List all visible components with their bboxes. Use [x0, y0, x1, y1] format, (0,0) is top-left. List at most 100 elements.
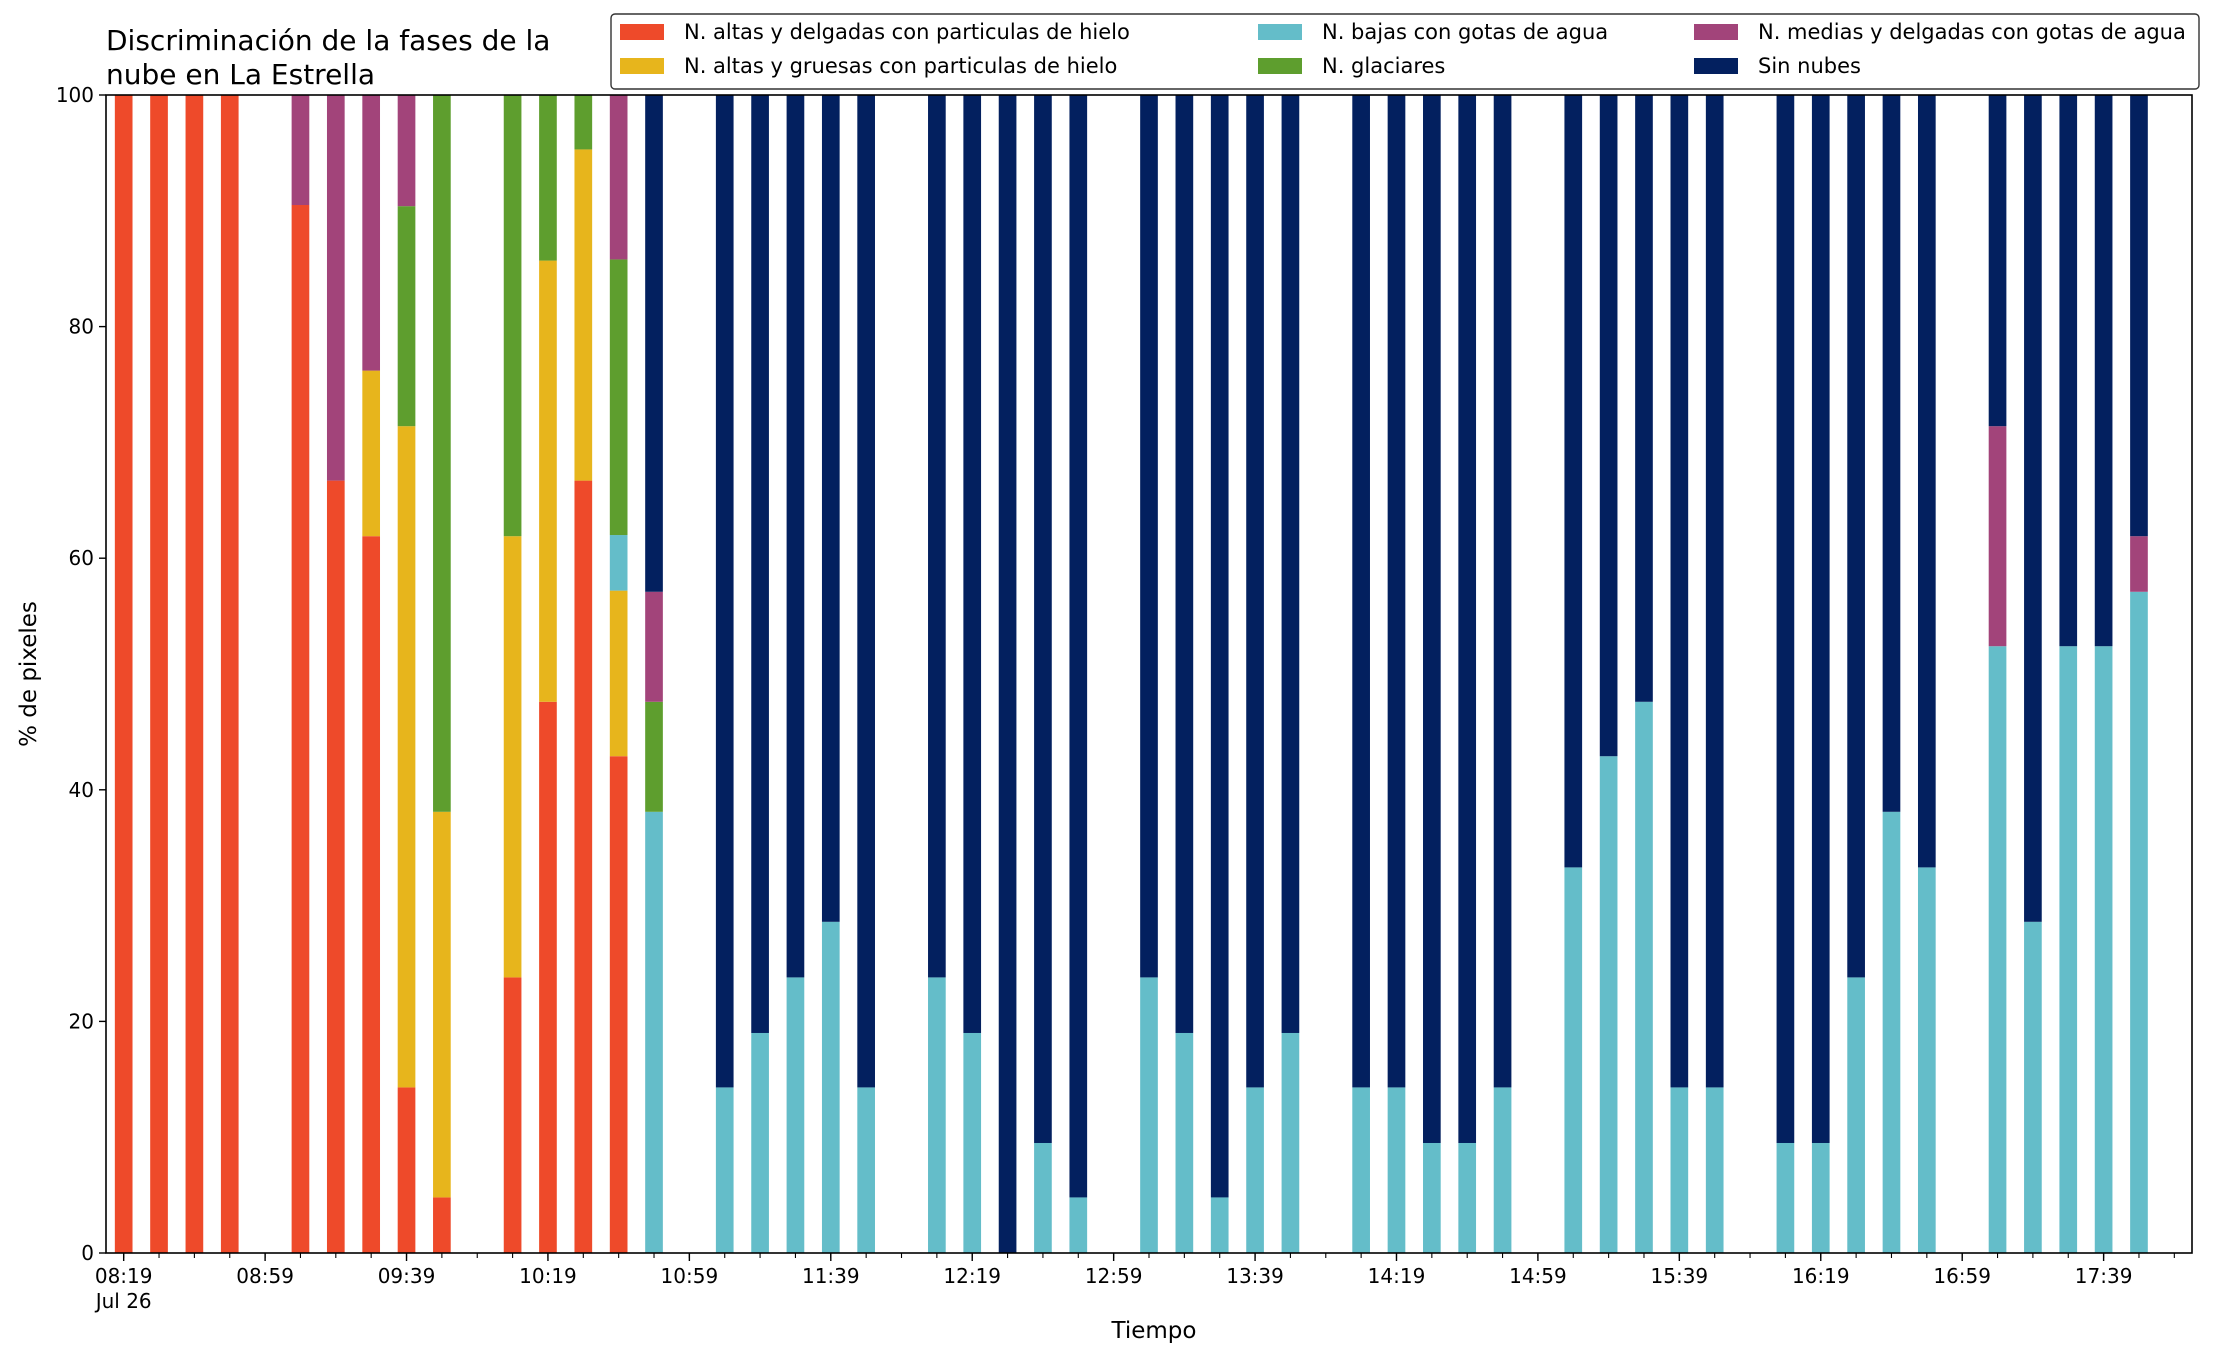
bar-segment-bajas_agua-1129	[786, 977, 805, 1253]
bar-segment-sin_nubes-1329	[1210, 95, 1229, 1198]
bar-segment-bajas_agua-1629	[1847, 977, 1865, 1253]
bar-segment-sin_nubes-1349	[1281, 95, 1300, 1033]
bar-segment-sin_nubes-1709	[1988, 95, 2007, 427]
bar-segment-bajas_agua-1509	[1564, 867, 1583, 1253]
bar-segment-altas_gruesas-0939	[397, 426, 416, 1088]
bar-segment-sin_nubes-1519	[1599, 95, 1618, 757]
bar-segment-bajas_agua-1729	[2059, 646, 2078, 1253]
x-tick-label: 15:39	[1651, 1264, 1709, 1288]
x-tick-label: 14:19	[1368, 1264, 1426, 1288]
x-tick-label: 08:59	[236, 1264, 294, 1288]
bar-segment-sin_nubes-1129	[786, 95, 805, 978]
bar-segment-altas_delgadas-0829	[150, 95, 168, 1253]
bar-segment-sin_nubes-1609	[1776, 95, 1795, 1143]
bar-segment-altas_delgadas-0939	[397, 1087, 416, 1253]
bar-segment-altas_delgadas-0949	[433, 1197, 451, 1253]
bar-segment-altas_delgadas-1029	[574, 480, 593, 1253]
bar-segment-bajas_agua-1239	[1034, 1142, 1052, 1253]
bar-segment-bajas_agua-1649	[1917, 867, 1936, 1253]
bar-segment-bajas_agua-1329	[1210, 1197, 1229, 1253]
y-axis: 0 20 40 60 80 100	[56, 83, 106, 1265]
legend-swatch-sin_nubes	[1694, 58, 1738, 74]
bar-segment-bajas_agua-1409	[1352, 1087, 1370, 1253]
x-tick-label: 10:59	[661, 1264, 719, 1288]
bar-segment-altas_gruesas-1009	[503, 536, 522, 978]
bar-segment-altas_delgadas-0909	[291, 205, 310, 1253]
bar-segment-sin_nubes-1529	[1635, 95, 1653, 702]
bar-segment-sin_nubes-1649	[1917, 95, 1936, 868]
bar-segment-sin_nubes-1639	[1882, 95, 1901, 812]
bar-segment-medias_agua-1049	[645, 591, 663, 702]
x-tick-label: 12:19	[943, 1264, 1001, 1288]
legend-swatch-glaciares	[1258, 58, 1302, 74]
y-tick-label: 80	[69, 315, 94, 339]
bar-segment-altas_delgadas-1019	[539, 701, 557, 1253]
bar-segment-sin_nubes-1509	[1564, 95, 1583, 868]
x-tick-label: 10:19	[519, 1264, 577, 1288]
bar-segment-bajas_agua-1439	[1458, 1142, 1477, 1253]
bar-segment-medias_agua-0929	[362, 95, 381, 371]
legend-label-altas_delgadas: N. altas y delgadas con particulas de hi…	[684, 20, 1130, 44]
legend-label-bajas_agua: N. bajas con gotas de agua	[1322, 20, 1608, 44]
bar-segment-bajas_agua-1529	[1635, 701, 1653, 1253]
y-tick-label: 100	[56, 83, 94, 107]
bar-segment-medias_agua-0939	[397, 95, 416, 207]
bar-segment-bajas_agua-1609	[1776, 1142, 1795, 1253]
bar-segment-medias_agua-0919	[326, 95, 345, 481]
bar-segment-altas_gruesas-0929	[362, 370, 381, 537]
chart-title-line1: Discriminación de la fases de la	[106, 24, 550, 57]
x-tick-label: 14:59	[1509, 1264, 1567, 1288]
bar-segment-bajas_agua-1219	[963, 1032, 982, 1253]
bar-segment-medias_agua-0909	[291, 95, 310, 206]
bar-segment-sin_nubes-1619	[1811, 95, 1830, 1143]
bar-segment-sin_nubes-1109	[715, 95, 734, 1088]
bar-segment-altas_delgadas-0849	[220, 95, 239, 1253]
y-axis-label: % de pixeles	[16, 601, 42, 747]
bar-segment-medias_agua-1749	[2130, 536, 2148, 592]
y-tick-label: 40	[69, 778, 94, 802]
x-tick-label: 08:19	[95, 1264, 153, 1288]
bar-segment-medias_agua-1039	[609, 95, 628, 260]
bar-segment-bajas_agua-1709	[1988, 646, 2007, 1253]
y-tick-label: 0	[81, 1241, 94, 1265]
bar-segment-sin_nubes-1429	[1423, 95, 1441, 1143]
bar-segment-sin_nubes-1629	[1847, 95, 1865, 978]
bar-segment-altas_gruesas-1019	[539, 260, 557, 702]
legend: N. altas y delgadas con particulas de hi…	[610, 13, 2200, 90]
bars-group	[114, 95, 2148, 1253]
bar-segment-sin_nubes-1149	[857, 95, 875, 1088]
x-tick-label: 12:59	[1085, 1264, 1143, 1288]
x-tick-label: 09:39	[378, 1264, 436, 1288]
plot-frame	[105, 94, 2193, 1254]
bar-segment-bajas_agua-1119	[751, 1032, 769, 1253]
bar-segment-sin_nubes-1409	[1352, 95, 1370, 1088]
x-tick-label: 16:19	[1792, 1264, 1850, 1288]
x-tick-sublabel: Jul 26	[94, 1289, 152, 1313]
y-tick-label: 20	[69, 1009, 94, 1033]
x-tick-label: 16:59	[1933, 1264, 1991, 1288]
bar-segment-sin_nubes-1309	[1140, 95, 1158, 978]
bar-segment-sin_nubes-1119	[751, 95, 769, 1033]
bar-segment-bajas_agua-1249	[1069, 1197, 1088, 1253]
chart-title-line2: nube en La Estrella	[106, 58, 375, 91]
bar-segment-bajas_agua-1309	[1140, 977, 1158, 1253]
bar-segment-bajas_agua-1719	[2024, 921, 2042, 1253]
bar-segment-bajas_agua-1109	[715, 1087, 734, 1253]
bar-segment-altas_gruesas-0949	[433, 811, 451, 1198]
bar-segment-sin_nubes-1539	[1670, 95, 1689, 1088]
bar-segment-bajas_agua-1619	[1811, 1142, 1830, 1253]
bar-segment-bajas_agua-1149	[857, 1087, 875, 1253]
legend-label-medias_agua: N. medias y delgadas con gotas de agua	[1758, 20, 2186, 44]
bar-segment-sin_nubes-1449	[1493, 95, 1512, 1088]
bar-segment-sin_nubes-1319	[1175, 95, 1194, 1033]
bar-segment-glaciares-1019	[539, 95, 557, 261]
bar-segment-bajas_agua-1739	[2094, 646, 2113, 1253]
bar-segment-sin_nubes-1209	[928, 95, 946, 978]
bar-segment-bajas_agua-1539	[1670, 1087, 1689, 1253]
bar-segment-sin_nubes-1339	[1246, 95, 1264, 1088]
bar-segment-sin_nubes-1249	[1069, 95, 1088, 1198]
bar-segment-glaciares-0939	[397, 206, 416, 427]
legend-label-sin_nubes: Sin nubes	[1758, 54, 1861, 78]
